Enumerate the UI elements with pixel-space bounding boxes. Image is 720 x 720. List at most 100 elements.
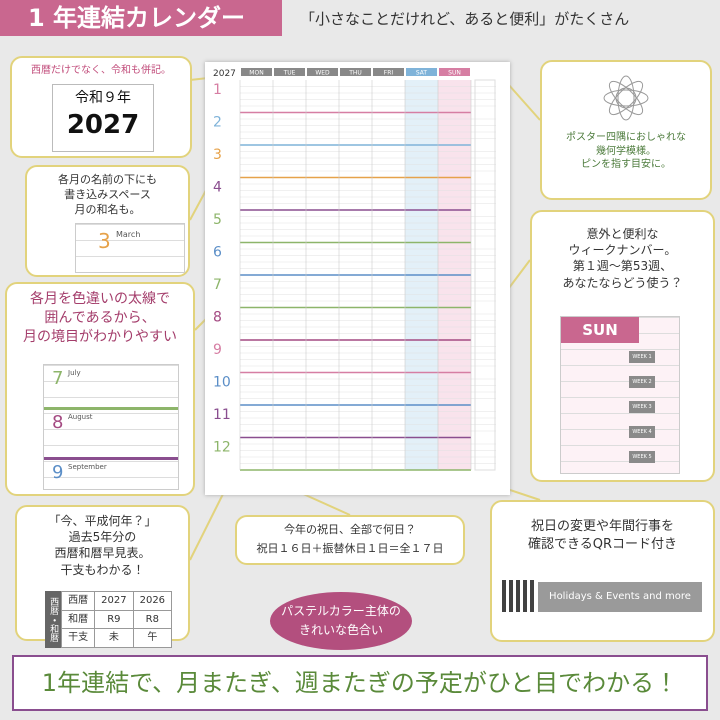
table-cell: 2026 <box>132 591 173 611</box>
callout-line: 各月の名前の下にも <box>58 173 157 186</box>
callout-pastel: パステルカラー主体の きれいな色合い <box>270 592 412 650</box>
month-number: 3 <box>98 229 111 253</box>
weekday-label: THU <box>348 70 362 77</box>
callout-line: 今年の祝日、全部で何日？ <box>284 523 416 536</box>
callout-line: ピンを指す目安に。 <box>581 159 671 170</box>
bottom-banner: 1年連結で、月またぎ、週またぎの予定がひと目でわかる！ <box>12 655 708 711</box>
callout-text: 西暦だけでなく、令和も併記。 <box>31 65 171 76</box>
month-number: 8 <box>213 310 222 326</box>
table-row: 和暦 R9 R8 <box>61 609 173 629</box>
callout-line: 過去5年分の <box>68 530 137 545</box>
qr-code <box>502 580 534 612</box>
month-number: 6 <box>213 245 222 261</box>
callout-line: きれいな色合い <box>298 623 383 637</box>
callout-line: 祝日の変更や年間行事を <box>530 519 674 534</box>
header-tagline: 「小さなことだけれど、あると便利」がたくさん <box>300 10 630 28</box>
weekday-header <box>307 68 338 76</box>
table-cell: 未 <box>94 628 134 648</box>
month-number: 3 <box>213 147 222 163</box>
callout-line: 各月を色違いの太線で <box>30 291 170 307</box>
weekday-header <box>340 68 371 76</box>
weekday-header <box>373 68 404 76</box>
weekday-label: WED <box>315 70 330 77</box>
weekday-header <box>241 68 272 76</box>
callout-line: 西暦和暦早見表。 <box>54 546 151 561</box>
callout-borders: 各月を色違いの太線で 囲んであるから、月の境目がわかりやすい 7 July 8 A… <box>5 282 195 496</box>
thumbnail: SUN WEEK 1 WEEK 2 WEEK 3 WEEK 4 WEEK 5 <box>560 316 680 474</box>
callout-qr: 祝日の変更や年間行事を 確認できるQRコード付き Holidays & Event… <box>490 500 715 642</box>
month-number: 10 <box>213 375 231 391</box>
callout-holidays: 今年の祝日、全部で何日？ 祝日１６日＋振替休日１日＝全１７日 <box>235 515 465 565</box>
table-cell: R8 <box>132 609 173 629</box>
month-number: 9 <box>52 462 64 483</box>
callout-week: 意外と便利なウィークナンバー。 第１週〜第53週、 あなたならどう使う？ SUN W… <box>530 210 715 482</box>
week-label: WEEK 2 <box>629 376 655 388</box>
weekday-label: TUE <box>283 70 296 77</box>
week-label: WEEK 4 <box>629 426 655 438</box>
table-cell: 和暦 <box>61 609 96 629</box>
callout-line: パステルカラー主体の <box>281 603 401 618</box>
table-cell: 2027 <box>94 591 134 611</box>
weekday-label: SUN <box>448 70 461 77</box>
weekday-header <box>406 68 437 76</box>
qr-button: Holidays & Events and more <box>538 582 702 612</box>
pattern-icon <box>603 75 649 121</box>
week-label: WEEK 3 <box>629 401 655 413</box>
month-name: March <box>116 230 141 239</box>
table-cell: 午 <box>132 628 173 648</box>
month-number: 2 <box>213 115 222 131</box>
callout-line: ポスター四隅におしゃれな <box>566 132 686 143</box>
month-number: 7 <box>52 368 64 389</box>
month-number: 5 <box>213 212 222 228</box>
weekday-header <box>439 68 470 76</box>
era-year: 2027 <box>66 109 140 140</box>
callout-line: あなたならどう使う？ <box>562 275 683 290</box>
callout-line: ウィークナンバー。 <box>568 243 677 258</box>
callout-line: 第１週〜第53週、 <box>572 259 673 274</box>
month-number: 9 <box>213 342 222 358</box>
header-title: 1 年連結カレンダー <box>0 0 282 36</box>
table-row: 干支未午 <box>61 628 173 648</box>
thumbnail: 7 July 8 August 9 September <box>43 364 179 490</box>
callout-line: 祝日１６日＋振替休日１日＝全１７日 <box>256 541 444 555</box>
month-number: 4 <box>213 180 222 196</box>
weekday-label: FRI <box>384 70 394 77</box>
callout-line: 干支もわかる！ <box>60 562 145 577</box>
week-label: WEEK 5 <box>629 451 655 463</box>
month-number: 12 <box>213 440 231 456</box>
month-number: 8 <box>52 412 64 433</box>
calendar-year: 2027 <box>213 69 236 79</box>
callout-table: 「今、平成何年？」 過去5年分の 西暦和暦早見表。 干支もわかる！ 西暦・和暦 西暦 2… <box>15 505 190 648</box>
month-number: 11 <box>213 407 231 423</box>
month-name: August <box>68 413 93 421</box>
callout-era: 西暦だけでなく、令和も併記。 令和９年 2027 <box>10 56 192 158</box>
table-cell: 西暦 <box>61 591 96 611</box>
callout-line: 意外と便利な <box>586 227 659 241</box>
callout-pattern: ポスター四隅におしゃれな 幾何学模様。ピンを指す目安に。 <box>540 60 712 200</box>
callout-line: 確認できるQRコード付き <box>527 536 677 552</box>
weekday-label: MON <box>249 70 263 77</box>
week-header: SUN <box>561 317 639 343</box>
month-name: September <box>68 463 107 471</box>
week-label: WEEK 1 <box>629 351 655 363</box>
month-number: 1 <box>213 82 222 98</box>
weekday-label: SAT <box>416 70 428 77</box>
era-table: 西暦・和暦 西暦 2027 2026 和暦 R9 R8 干支未午 <box>45 591 173 648</box>
callout-line: 「今、平成何年？」 <box>48 514 157 528</box>
callout-line: 月の和名も。 <box>74 202 141 216</box>
callout-month-names: 各月の名前の下にも 書き込みスペース 月の和名も。 3 March <box>25 165 190 277</box>
callout-line: 囲んであるから、 <box>44 309 156 326</box>
thumbnail: 3 March <box>75 223 185 273</box>
month-number: 7 <box>213 277 222 293</box>
callout-line: 幾何学模様。 <box>596 145 656 157</box>
table-side: 西暦・和暦 <box>45 591 62 648</box>
table-cell: R9 <box>94 609 134 629</box>
week-number-column <box>474 79 496 471</box>
month-name: July <box>68 369 81 377</box>
callout-line: 月の境目がわかりやすい <box>23 328 177 345</box>
era-label: 令和９年 <box>75 90 131 106</box>
table-row: 西暦 2027 2026 <box>61 591 173 611</box>
weekday-header <box>274 68 305 76</box>
